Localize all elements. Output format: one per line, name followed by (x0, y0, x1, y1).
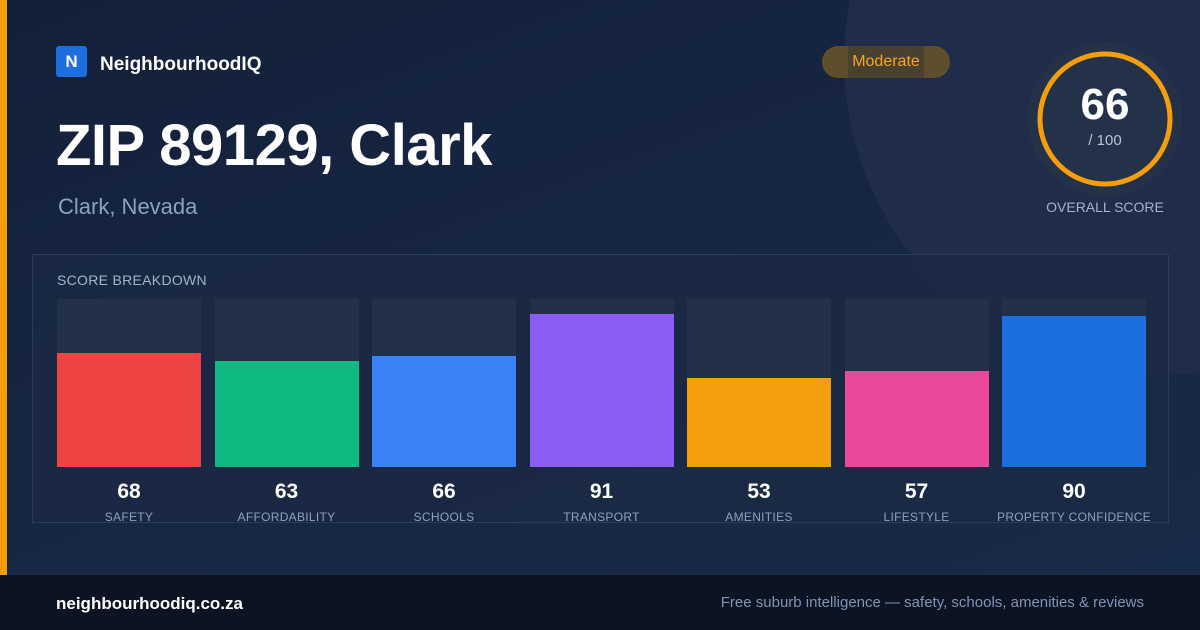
page-title: ZIP 89129, Clark (56, 113, 492, 178)
bar-label: SAFETY (104, 510, 154, 524)
brand-name: NeighbourhoodIQ (100, 53, 262, 75)
brand[interactable]: N NeighbourhoodIQ (56, 46, 261, 77)
rating-badge: Moderate (822, 46, 950, 78)
bar-track (214, 299, 359, 467)
bar-track (372, 299, 516, 467)
bar-value: 90 (1062, 480, 1086, 503)
score-ring-halo (1028, 42, 1182, 196)
bar-value: 66 (432, 480, 456, 503)
score-breakdown-panel: SCORE BREAKDOWN 68 SAFETY 63 AFFORDABILITY 6… (32, 254, 1169, 524)
overall-score-label: OVERALL SCORE (1046, 199, 1164, 215)
bar-track (687, 299, 831, 467)
score-ring-arc (1037, 51, 1173, 187)
footer-domain-link[interactable]: neighbourhoodiq.co.za (56, 594, 243, 613)
footer: neighbourhoodiq.co.za Free suburb intell… (0, 575, 1200, 630)
bar-fill (687, 378, 831, 467)
bar-fill (1002, 316, 1146, 467)
page-subtitle: Clark, Nevada (58, 194, 198, 219)
bar-track (844, 299, 989, 467)
bar-fill (57, 353, 201, 467)
bar-track (57, 299, 201, 467)
bar-label: PROPERTY CONFIDENCE (997, 510, 1151, 524)
overall-score-max: / 100 (1088, 132, 1122, 149)
accent-bar (0, 0, 7, 575)
bar-value: 53 (747, 480, 771, 503)
bar-track (1002, 299, 1146, 467)
bar-label: TRANSPORT (563, 510, 640, 524)
bar-label: AFFORDABILITY (237, 510, 336, 524)
footer-tagline: Free suburb intelligence — safety, schoo… (720, 594, 1144, 611)
bar-value: 63 (274, 480, 299, 503)
score-ring-graphic (1028, 42, 1182, 196)
bar-fill (844, 371, 989, 467)
bar-label: LIFESTYLE (883, 510, 950, 524)
bar-fill (214, 361, 359, 467)
bar-value: 91 (589, 480, 614, 503)
bar-value: 68 (117, 480, 141, 503)
bar-fill (372, 356, 516, 467)
bar-value: 57 (904, 480, 929, 503)
score-breakdown-bars: 68 SAFETY 63 AFFORDABILITY 66 SCHOOLS 91 TRANSP… (33, 255, 1168, 524)
overall-score-value: 66 (1080, 80, 1130, 129)
score-breakdown-title: SCORE BREAKDOWN (57, 272, 207, 288)
brand-logo-icon: N (56, 46, 87, 77)
bar-label: AMENITIES (725, 510, 793, 524)
overall-score-ring: 66 / 100 (1028, 42, 1182, 196)
bar-track (529, 299, 674, 467)
rating-badge-label: Moderate (852, 53, 920, 70)
bar-label: SCHOOLS (413, 510, 475, 524)
bar-fill (529, 314, 674, 467)
